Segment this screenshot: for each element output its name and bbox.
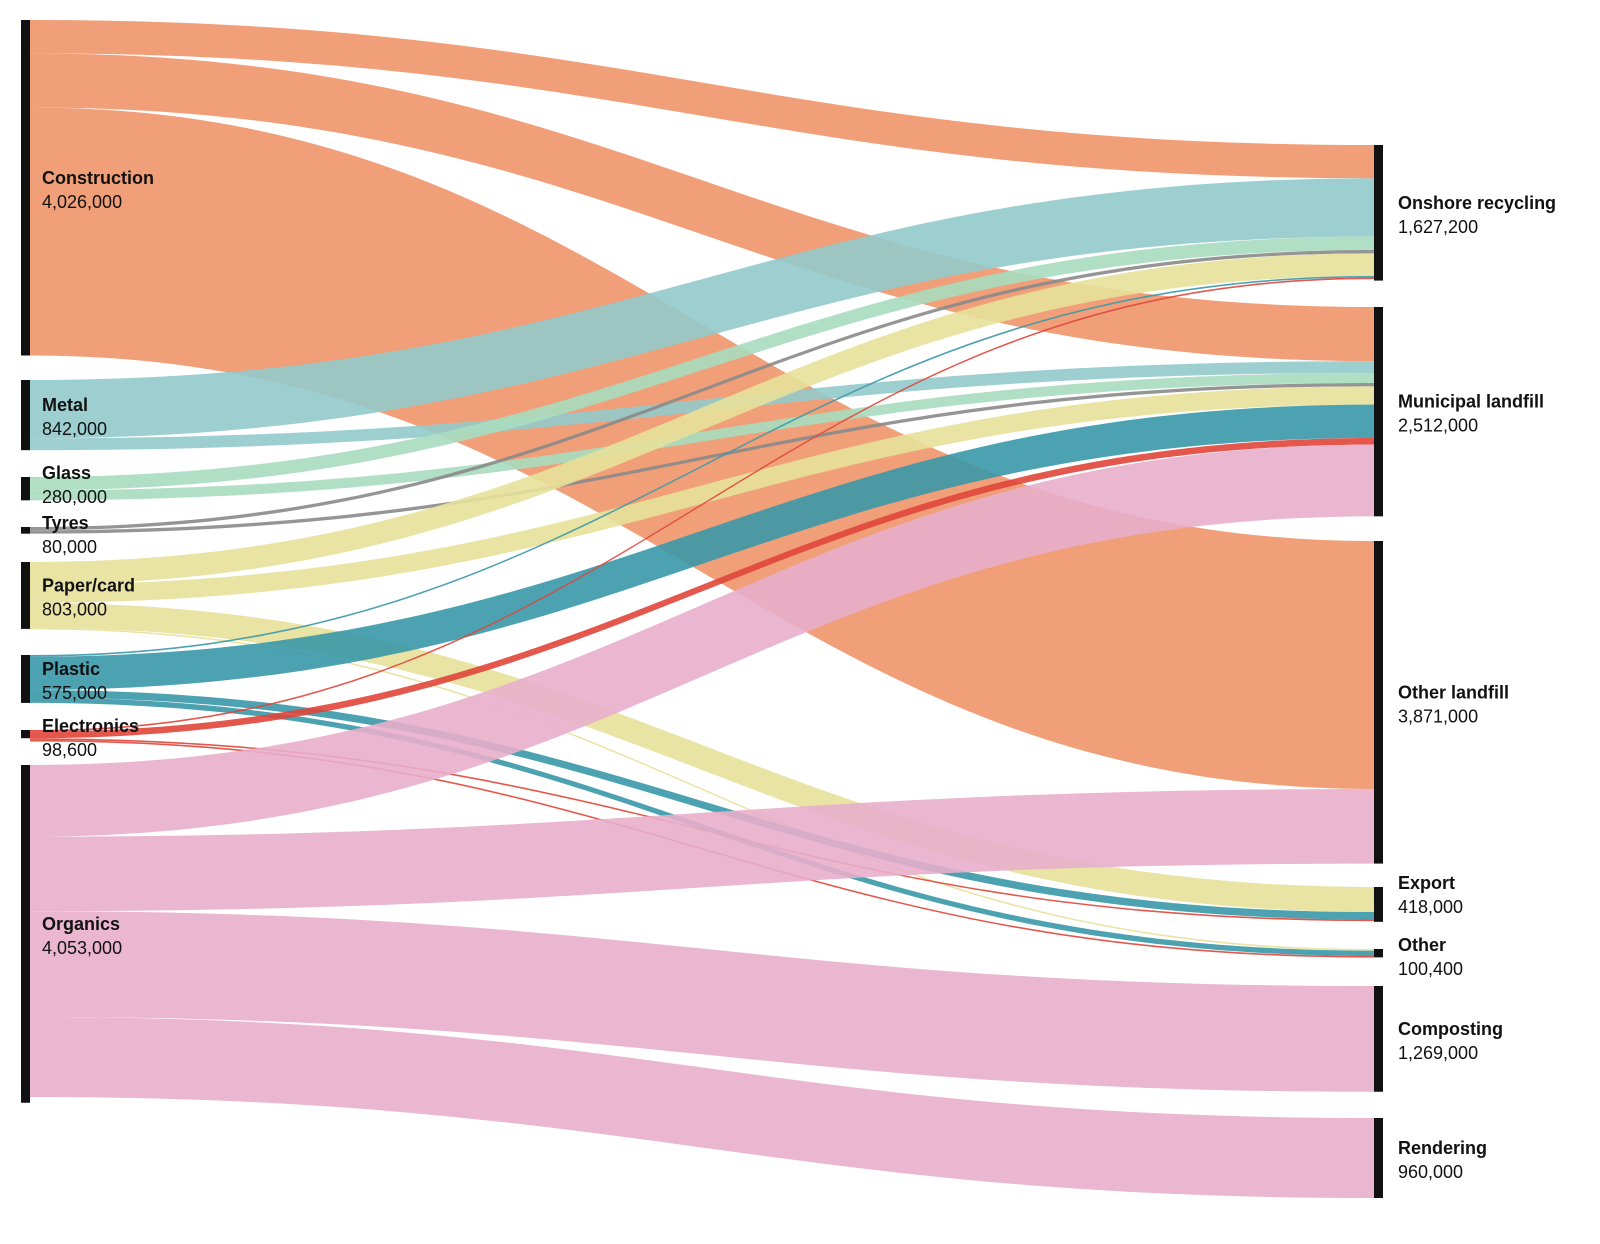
sankey-labels: Construction 4,026,000 Metal 842,000 Glass 28…	[42, 168, 1556, 1182]
flow-paper-card-to-municipal-landfill	[30, 386, 1374, 603]
flow-organics-to-municipal-landfill	[30, 444, 1374, 837]
target-value-composting: 1,269,000	[1398, 1043, 1478, 1063]
source-bar-plastic	[21, 655, 30, 703]
flow-electronics-to-onshore-recycling	[30, 277, 1374, 732]
target-bar-composting	[1374, 986, 1383, 1092]
source-label-paper-card: Paper/card	[42, 575, 135, 595]
target-value-onshore-recycling: 1,627,200	[1398, 217, 1478, 237]
flow-paper-card-to-export	[30, 602, 1374, 912]
source-value-metal: 842,000	[42, 419, 107, 439]
source-value-plastic: 575,000	[42, 683, 107, 703]
target-label-composting: Composting	[1398, 1019, 1503, 1039]
flow-plastic-to-municipal-landfill	[30, 404, 1374, 690]
target-bar-rendering	[1374, 1118, 1383, 1198]
target-value-other-landfill: 3,871,000	[1398, 706, 1478, 726]
flow-plastic-to-export	[30, 690, 1374, 920]
target-bar-export	[1374, 887, 1383, 922]
source-value-organics: 4,053,000	[42, 938, 122, 958]
source-value-electronics: 98,600	[42, 740, 97, 760]
target-label-rendering: Rendering	[1398, 1138, 1487, 1158]
flow-glass-to-municipal-landfill	[30, 373, 1374, 501]
flow-metal-to-municipal-landfill	[30, 361, 1374, 451]
source-label-plastic: Plastic	[42, 659, 100, 679]
flow-organics-to-other-landfill	[30, 789, 1374, 912]
source-bar-glass	[21, 477, 30, 501]
flow-paper-card-to-other	[30, 627, 1374, 951]
target-value-municipal-landfill: 2,512,000	[1398, 416, 1478, 436]
source-label-organics: Organics	[42, 914, 120, 934]
target-value-export: 418,000	[1398, 897, 1463, 917]
target-label-other: Other	[1398, 935, 1446, 955]
flow-tyres-to-municipal-landfill	[30, 383, 1374, 534]
flow-organics-to-rendering	[30, 1017, 1374, 1198]
source-value-tyres: 80,000	[42, 537, 97, 557]
target-value-other: 100,400	[1398, 959, 1463, 979]
source-value-paper-card: 803,000	[42, 599, 107, 619]
source-bar-tyres	[21, 527, 30, 534]
flow-construction-to-other-landfill	[30, 107, 1374, 789]
target-label-onshore-recycling: Onshore recycling	[1398, 193, 1556, 213]
source-label-glass: Glass	[42, 463, 91, 483]
target-label-other-landfill: Other landfill	[1398, 682, 1509, 702]
flow-paper-card-to-onshore-recycling	[30, 253, 1374, 585]
source-bar-construction	[21, 20, 30, 356]
sankey-links	[30, 20, 1374, 1198]
source-bar-organics	[21, 765, 30, 1103]
target-label-export: Export	[1398, 873, 1455, 893]
source-label-construction: Construction	[42, 168, 154, 188]
target-bar-onshore-recycling	[1374, 145, 1383, 281]
target-bar-other	[1374, 949, 1383, 958]
flow-tyres-to-onshore-recycling	[30, 250, 1374, 531]
source-value-construction: 4,026,000	[42, 192, 122, 212]
source-label-electronics: Electronics	[42, 716, 139, 736]
source-bar-electronics	[21, 730, 30, 739]
flow-plastic-to-onshore-recycling	[30, 275, 1374, 657]
source-bar-paper-card	[21, 562, 30, 629]
source-bar-metal	[21, 380, 30, 451]
flow-glass-to-onshore-recycling	[30, 236, 1374, 491]
target-label-municipal-landfill: Municipal landfill	[1398, 392, 1544, 412]
target-bar-other-landfill	[1374, 541, 1383, 864]
source-label-tyres: Tyres	[42, 513, 89, 533]
source-value-glass: 280,000	[42, 487, 107, 507]
flow-electronics-to-municipal-landfill	[30, 438, 1374, 739]
flow-organics-to-composting	[30, 911, 1374, 1092]
flow-construction-to-onshore-recycling	[30, 20, 1374, 179]
target-value-rendering: 960,000	[1398, 1162, 1463, 1182]
target-bar-municipal-landfill	[1374, 307, 1383, 517]
sankey-nodes	[21, 20, 1383, 1198]
source-label-metal: Metal	[42, 395, 88, 415]
flow-metal-to-onshore-recycling	[30, 178, 1374, 439]
